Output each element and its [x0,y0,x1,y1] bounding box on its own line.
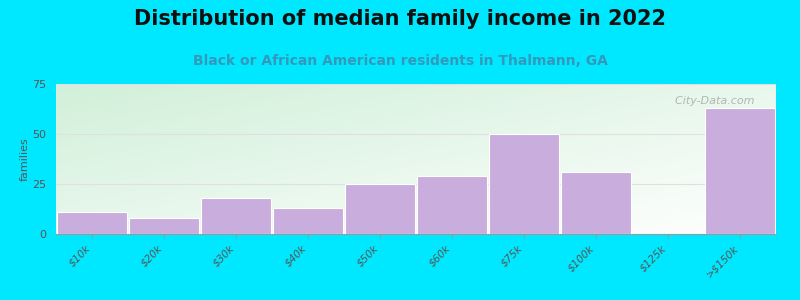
Bar [417,176,487,234]
Bar [57,212,127,234]
Bar [705,108,775,234]
Text: Black or African American residents in Thalmann, GA: Black or African American residents in T… [193,54,607,68]
Bar [129,218,199,234]
Bar [561,172,631,234]
Bar [489,134,559,234]
Y-axis label: families: families [19,137,30,181]
Bar [201,198,271,234]
Bar [345,184,415,234]
Text: City-Data.com: City-Data.com [668,96,754,106]
Text: Distribution of median family income in 2022: Distribution of median family income in … [134,9,666,29]
Bar [273,208,343,234]
